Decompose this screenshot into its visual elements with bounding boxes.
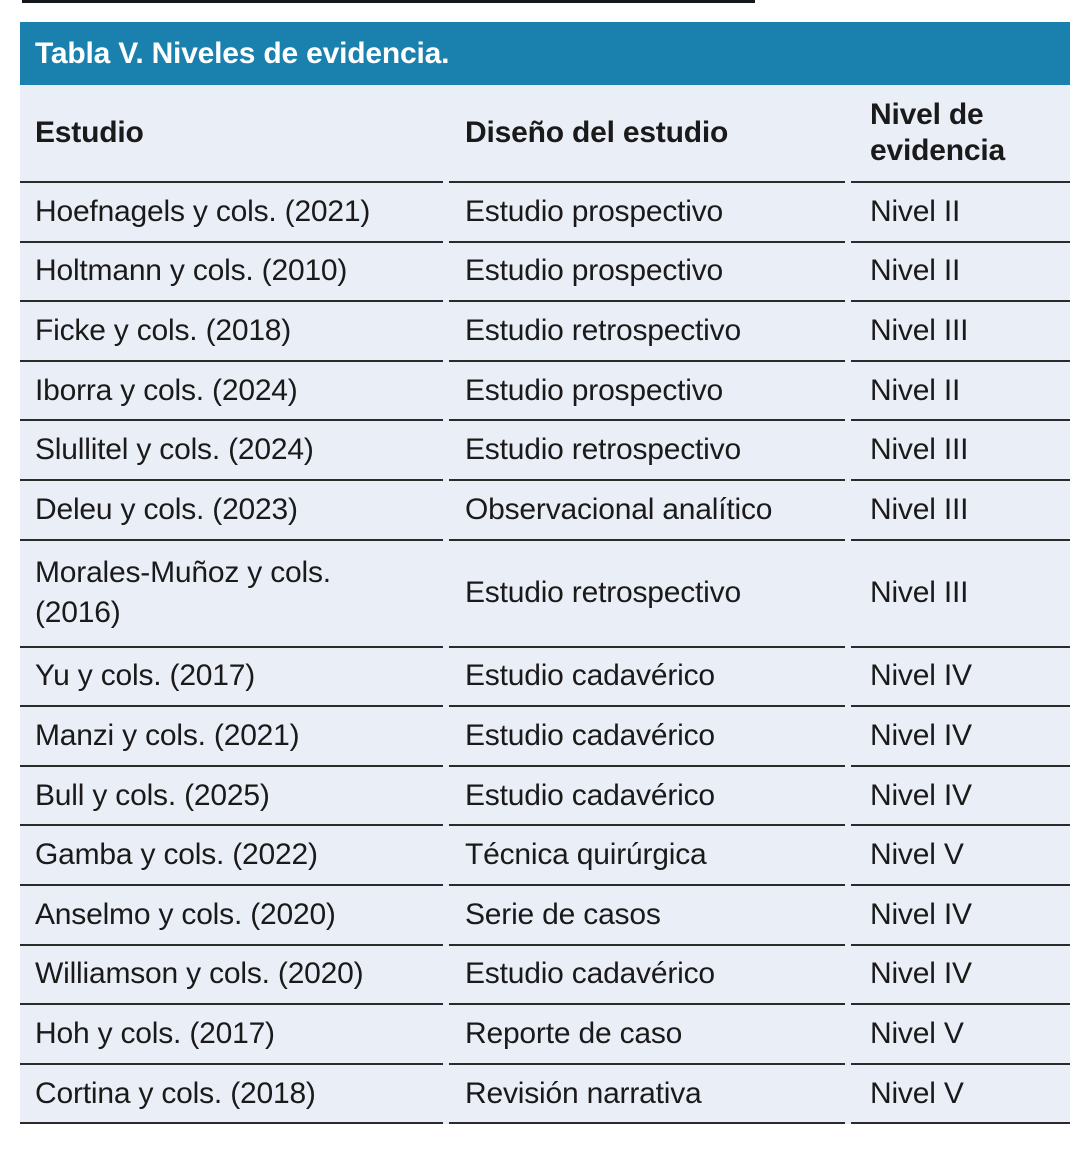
table-row: Bull y cols. (2025) Estudio cadavérico Niv… <box>20 767 1070 827</box>
design-cell: Estudio prospectivo <box>449 243 845 303</box>
level-cell: Nivel V <box>851 1005 1070 1065</box>
study-cell: Morales-Muñoz y cols. (2016) <box>20 541 443 648</box>
table-row: Ficke y cols. (2018) Estudio retrospectiv… <box>20 302 1070 362</box>
level-cell: Nivel III <box>851 302 1070 362</box>
column-header-diseno: Diseño del estudio <box>449 85 845 183</box>
design-cell: Estudio cadavérico <box>449 707 845 767</box>
table-row: Hoefnagels y cols. (2021) Estudio prospec… <box>20 183 1070 243</box>
study-cell: Williamson y cols. (2020) <box>20 946 443 1006</box>
study-cell: Slullitel y cols. (2024) <box>20 421 443 481</box>
column-header-estudio: Estudio <box>20 85 443 183</box>
study-cell: Cortina y cols. (2018) <box>20 1065 443 1125</box>
table-row: Manzi y cols. (2021) Estudio cadavérico Ni… <box>20 707 1070 767</box>
study-cell: Manzi y cols. (2021) <box>20 707 443 767</box>
table-row: Holtmann y cols. (2010) Estudio prospecti… <box>20 243 1070 303</box>
study-cell: Deleu y cols. (2023) <box>20 481 443 541</box>
study-cell: Ficke y cols. (2018) <box>20 302 443 362</box>
design-cell: Estudio retrospectivo <box>449 421 845 481</box>
table-row: Hoh y cols. (2017) Reporte de caso Nivel V <box>20 1005 1070 1065</box>
level-cell: Nivel II <box>851 243 1070 303</box>
table-row: Deleu y cols. (2023) Observacional analít… <box>20 481 1070 541</box>
level-cell: Nivel V <box>851 1065 1070 1125</box>
design-cell: Estudio prospectivo <box>449 362 845 422</box>
table-grid: Estudio Diseño del estudio Nivel de evid… <box>20 85 1070 1125</box>
level-cell: Nivel II <box>851 183 1070 243</box>
table-row: Morales-Muñoz y cols. (2016) Estudio retro… <box>20 541 1070 648</box>
design-cell: Estudio cadavérico <box>449 946 845 1006</box>
table-body: Hoefnagels y cols. (2021) Estudio prospec… <box>20 183 1070 1125</box>
design-cell: Serie de casos <box>449 886 845 946</box>
level-cell: Nivel III <box>851 481 1070 541</box>
level-cell: Nivel III <box>851 421 1070 481</box>
design-cell: Estudio retrospectivo <box>449 541 845 648</box>
evidence-table: Tabla V. Niveles de evidencia. Estudio D… <box>20 22 1070 1125</box>
study-cell: Holtmann y cols. (2010) <box>20 243 443 303</box>
table-row: Williamson y cols. (2020) Estudio cadavér… <box>20 946 1070 1006</box>
column-header-nivel: Nivel de evidencia <box>851 85 1070 183</box>
level-cell: Nivel II <box>851 362 1070 422</box>
table-row: Anselmo y cols. (2020) Serie de casos Nive… <box>20 886 1070 946</box>
level-cell: Nivel IV <box>851 767 1070 827</box>
design-cell: Estudio cadavérico <box>449 767 845 827</box>
level-cell: Nivel IV <box>851 707 1070 767</box>
study-cell: Hoefnagels y cols. (2021) <box>20 183 443 243</box>
table-row: Gamba y cols. (2022) Técnica quirúrgica Ni… <box>20 826 1070 886</box>
study-cell: Bull y cols. (2025) <box>20 767 443 827</box>
table-title-bar: Tabla V. Niveles de evidencia. <box>20 22 1070 85</box>
table-row: Cortina y cols. (2018) Revisión narrativa… <box>20 1065 1070 1125</box>
study-cell: Hoh y cols. (2017) <box>20 1005 443 1065</box>
study-cell: Iborra y cols. (2024) <box>20 362 443 422</box>
level-cell: Nivel IV <box>851 946 1070 1006</box>
level-cell: Nivel III <box>851 541 1070 648</box>
level-cell: Nivel IV <box>851 648 1070 708</box>
study-cell: Yu y cols. (2017) <box>20 648 443 708</box>
design-cell: Estudio prospectivo <box>449 183 845 243</box>
table-row: Iborra y cols. (2024) Estudio prospectivo… <box>20 362 1070 422</box>
top-partial-rule <box>22 0 755 3</box>
level-cell: Nivel IV <box>851 886 1070 946</box>
design-cell: Estudio cadavérico <box>449 648 845 708</box>
study-cell: Gamba y cols. (2022) <box>20 826 443 886</box>
study-cell: Anselmo y cols. (2020) <box>20 886 443 946</box>
design-cell: Reporte de caso <box>449 1005 845 1065</box>
table-row: Slullitel y cols. (2024) Estudio retrospe… <box>20 421 1070 481</box>
table-title: Tabla V. Niveles de evidencia. <box>35 36 450 70</box>
design-cell: Técnica quirúrgica <box>449 826 845 886</box>
table-header-row: Estudio Diseño del estudio Nivel de evid… <box>20 85 1070 183</box>
level-cell: Nivel V <box>851 826 1070 886</box>
design-cell: Observacional analítico <box>449 481 845 541</box>
design-cell: Estudio retrospectivo <box>449 302 845 362</box>
table-row: Yu y cols. (2017) Estudio cadavérico Nivel… <box>20 648 1070 708</box>
design-cell: Revisión narrativa <box>449 1065 845 1125</box>
